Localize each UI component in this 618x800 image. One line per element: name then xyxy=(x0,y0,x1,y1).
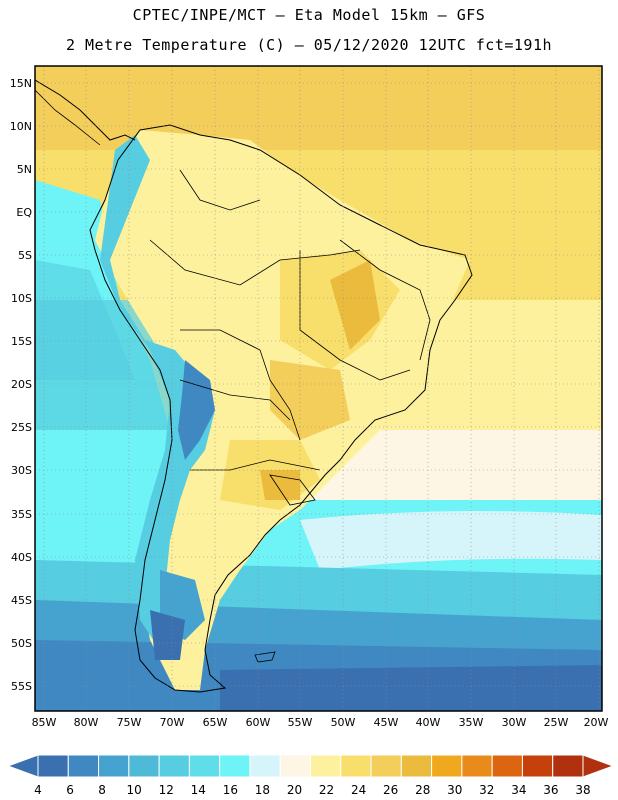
lon-label: 50W xyxy=(331,716,356,729)
colorbar-tick-label: 4 xyxy=(34,783,42,797)
colorbar-swatch xyxy=(340,754,372,778)
colorbar-tick-label: 8 xyxy=(98,783,106,797)
colorbar-tick-label: 28 xyxy=(415,783,430,797)
lat-label: 15S xyxy=(11,335,32,348)
colorbar-swatch xyxy=(431,754,463,778)
colorbar-swatch xyxy=(67,754,100,778)
colorbar-swatch xyxy=(461,754,493,778)
colorbar-swatch xyxy=(279,754,312,778)
lat-label: 25S xyxy=(11,421,32,434)
colorbar-swatch xyxy=(37,754,69,778)
colorbar-swatch xyxy=(188,754,221,778)
lat-label: 50S xyxy=(11,637,32,650)
lat-label: 30S xyxy=(11,464,32,477)
map-title-line1: CPTEC/INPE/MCT — Eta Model 15km — GFS xyxy=(132,6,486,24)
colorbar-swatch xyxy=(219,754,251,778)
lat-label: EQ xyxy=(16,206,32,219)
colorbar-swatch xyxy=(521,754,554,778)
lon-label: 45W xyxy=(374,716,399,729)
lat-label: 5S xyxy=(18,249,32,262)
colorbar-swatch xyxy=(552,754,584,778)
colorbar-swatch xyxy=(249,754,281,778)
lat-label: 55S xyxy=(11,680,32,693)
colorbar-tick-label: 12 xyxy=(159,783,174,797)
lat-label: 35S xyxy=(11,508,32,521)
colorbar-swatch xyxy=(158,754,190,778)
colorbar-swatch xyxy=(98,754,130,778)
lat-label: 15N xyxy=(10,77,32,90)
colorbar-tick-label: 38 xyxy=(575,783,590,797)
colorbar-tick-label: 22 xyxy=(319,783,334,797)
colorbar-swatch xyxy=(370,754,402,778)
lat-label: 10N xyxy=(10,120,32,133)
colorbar-swatch xyxy=(128,754,160,778)
lon-label: 55W xyxy=(288,716,313,729)
lon-label: 30W xyxy=(502,716,527,729)
colorbar-swatch xyxy=(400,754,433,778)
colorbar-tick-label: 32 xyxy=(479,783,494,797)
colorbar-arrow-high xyxy=(582,754,615,778)
lon-label: 70W xyxy=(160,716,185,729)
colorbar-tick-label: 26 xyxy=(383,783,398,797)
colorbar-tick-label: 14 xyxy=(191,783,206,797)
colorbar-swatch xyxy=(310,754,342,778)
lon-label: 60W xyxy=(246,716,271,729)
lon-label: 80W xyxy=(74,716,99,729)
lat-label: 45S xyxy=(11,594,32,607)
colorbar-swatch xyxy=(491,754,523,778)
colorbar-tick-label: 18 xyxy=(255,783,270,797)
lon-label: 20W xyxy=(584,716,609,729)
colorbar-tick-label: 6 xyxy=(66,783,74,797)
colorbar-tick-label: 16 xyxy=(223,783,238,797)
lon-label: 65W xyxy=(203,716,228,729)
colorbar-arrow-low xyxy=(6,754,39,778)
temperature-field xyxy=(35,66,602,711)
lon-label: 35W xyxy=(459,716,484,729)
lon-label: 40W xyxy=(416,716,441,729)
lat-label: 10S xyxy=(11,292,32,305)
lat-label: 20S xyxy=(11,378,32,391)
map-title-line2: 2 Metre Temperature (C) — 05/12/2020 12U… xyxy=(65,36,553,54)
colorbar-tick-label: 36 xyxy=(543,783,558,797)
lon-label: 75W xyxy=(117,716,142,729)
colorbar-tick-label: 24 xyxy=(351,783,366,797)
lon-label: 85W xyxy=(32,716,57,729)
lat-label: 40S xyxy=(11,551,32,564)
colorbar-tick-label: 34 xyxy=(511,783,526,797)
gridlines xyxy=(35,66,602,711)
colorbar-tick-label: 20 xyxy=(287,783,302,797)
colorbar-tick-label: 30 xyxy=(447,783,462,797)
lon-label: 25W xyxy=(544,716,569,729)
map-frame xyxy=(34,65,603,712)
lat-label: 5N xyxy=(17,163,32,176)
colorbar-tick-label: 10 xyxy=(127,783,142,797)
